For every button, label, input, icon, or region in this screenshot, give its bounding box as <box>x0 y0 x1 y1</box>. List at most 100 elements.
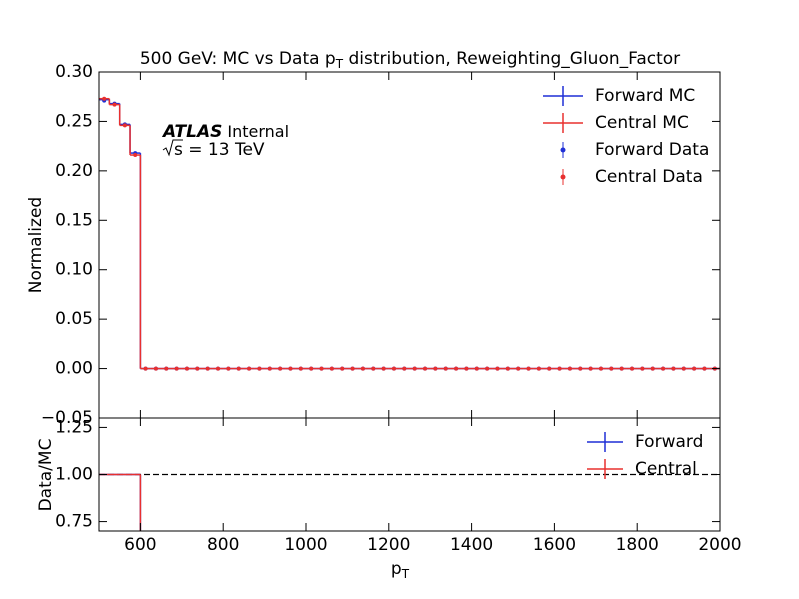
y-tick-label: 1.25 <box>55 417 93 437</box>
data-point <box>350 366 355 371</box>
data-point <box>216 366 221 371</box>
x-tick-label: 2000 <box>698 535 741 555</box>
data-point <box>526 366 531 371</box>
legend-label: Central <box>635 459 697 479</box>
data-point <box>474 366 479 371</box>
y-tick-label: 0.15 <box>55 210 93 230</box>
x-tick-label: 600 <box>124 535 156 555</box>
data-point <box>661 366 666 371</box>
legend-label: Forward MC <box>595 86 695 106</box>
data-point <box>567 366 572 371</box>
data-point <box>671 366 676 371</box>
data-point <box>609 366 614 371</box>
legend-entry: Central Data <box>560 167 703 187</box>
data-point <box>557 366 562 371</box>
data-point <box>630 366 635 371</box>
legend-label: Forward Data <box>595 140 709 160</box>
legend-label: Forward <box>635 432 703 452</box>
title-text: 500 GeV: MC vs Data p <box>140 49 336 69</box>
y-tick-label: 0.20 <box>55 161 93 181</box>
x-axis-label: pT <box>391 559 410 581</box>
data-point <box>319 366 324 371</box>
data-point <box>226 366 231 371</box>
x-tick-label: 1800 <box>616 535 659 555</box>
legend-entry: Forward MC <box>543 86 695 106</box>
y-axis-label: Normalized <box>26 197 46 293</box>
data-point <box>640 366 645 371</box>
data-point <box>153 366 158 371</box>
data-point <box>402 366 407 371</box>
legend-label: Central Data <box>595 167 703 187</box>
x-tick-label: 1200 <box>367 535 410 555</box>
x-tick-label: 1400 <box>450 535 493 555</box>
data-point <box>257 366 262 371</box>
x-tick-label: 800 <box>207 535 239 555</box>
legend-label: Central MC <box>595 113 689 133</box>
chart-title: 500 GeV: MC vs Data pT distribution, Rew… <box>140 49 680 71</box>
data-point <box>164 366 169 371</box>
data-point <box>381 366 386 371</box>
data-point <box>516 366 521 371</box>
data-point <box>184 366 189 371</box>
data-point <box>340 366 345 371</box>
legend-entry: Forward <box>587 432 703 452</box>
data-point <box>236 366 241 371</box>
title-text: distribution, Reweighting_Gluon_Factor <box>343 49 680 69</box>
xlabel-sub: T <box>401 567 410 581</box>
data-point <box>495 366 500 371</box>
title-sub: T <box>335 57 344 71</box>
data-point <box>412 366 417 371</box>
y-axis-label: Data/MC <box>36 439 56 512</box>
data-point <box>205 366 210 371</box>
status-label: Internal <box>227 122 289 141</box>
ratio-plot <box>99 473 720 531</box>
y-tick-label: 0.00 <box>55 359 93 379</box>
y-tick-label: 0.75 <box>55 512 93 532</box>
data-point <box>536 366 541 371</box>
data-point <box>443 366 448 371</box>
data-point <box>247 366 252 371</box>
energy-s: s <box>174 140 183 160</box>
data-point <box>391 366 396 371</box>
data-point <box>122 123 127 128</box>
ratio-frame <box>98 417 721 532</box>
y-tick-label: 1.00 <box>55 465 93 485</box>
data-point <box>288 366 293 371</box>
data-point <box>578 366 583 371</box>
data-point <box>133 153 138 158</box>
data-point <box>598 366 603 371</box>
data-point <box>505 366 510 371</box>
legend-entry: Central <box>587 459 697 479</box>
data-point <box>371 366 376 371</box>
energy-text: = 13 TeV <box>183 140 265 160</box>
x-tick-label: 1000 <box>284 535 327 555</box>
annotation: ATLAS Internal <box>161 122 289 143</box>
y-tick-label: −0.05 <box>41 408 93 428</box>
data-point <box>267 366 272 371</box>
legend-entry: Central MC <box>543 113 689 133</box>
y-tick-label: 0.30 <box>55 62 93 82</box>
data-point <box>423 366 428 371</box>
data-point <box>692 366 697 371</box>
legend-swatch <box>560 147 566 153</box>
data-point <box>329 366 334 371</box>
data-point <box>588 366 593 371</box>
y-tick-label: 0.10 <box>55 260 93 280</box>
y-tick-label: 0.25 <box>55 111 93 131</box>
data-point <box>681 366 686 371</box>
xlabel-text: p <box>391 559 402 579</box>
data-point <box>298 366 303 371</box>
data-point <box>102 96 107 101</box>
data-point <box>702 366 707 371</box>
data-point <box>464 366 469 371</box>
data-point <box>433 366 438 371</box>
legend-swatch <box>560 174 566 180</box>
data-point <box>278 366 283 371</box>
atlas-label: ATLAS <box>161 122 222 142</box>
data-point <box>143 366 148 371</box>
data-point <box>112 102 117 107</box>
axes: −0.05 0.00 0.05 0.10 0.15 0.20 0.25 0.30 Forward… <box>41 62 742 555</box>
data-point <box>309 366 314 371</box>
